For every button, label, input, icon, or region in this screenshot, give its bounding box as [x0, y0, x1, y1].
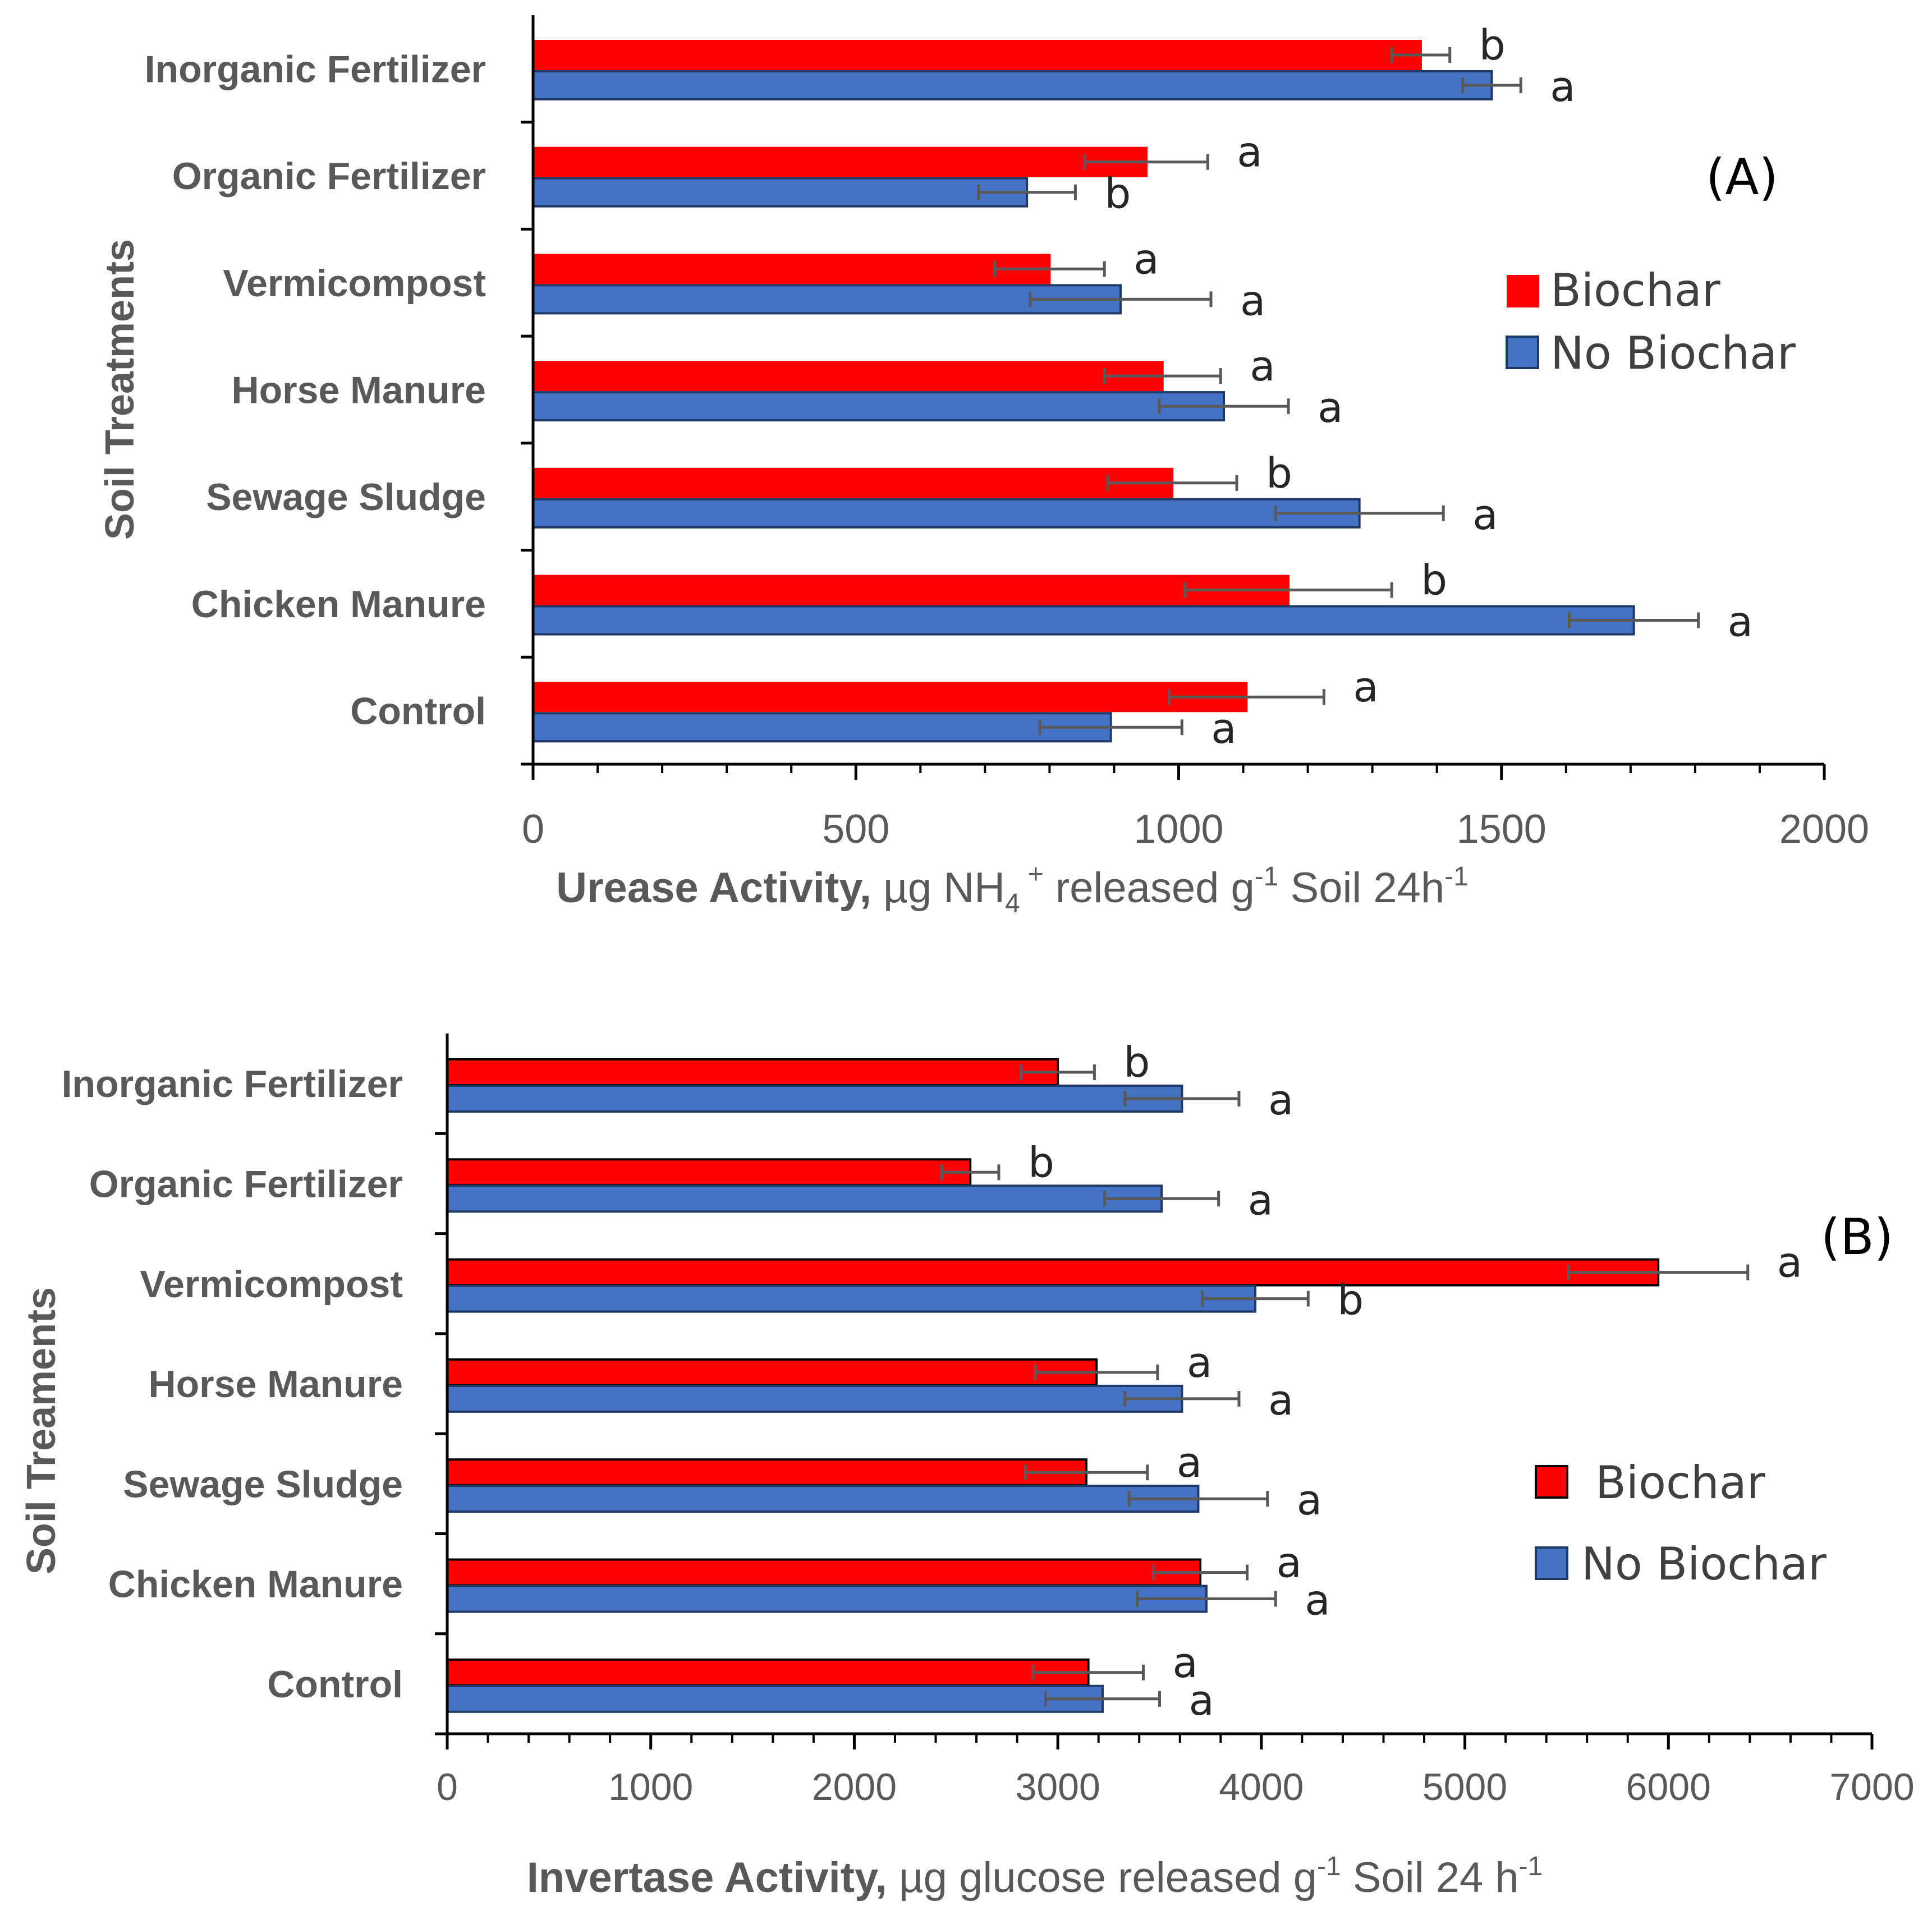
panel-b-x-tick-label: 2000	[812, 1766, 897, 1808]
panel-b-significance-letter: a	[1187, 1339, 1212, 1387]
panel-b-category-label: Vermicompost	[140, 1263, 403, 1306]
panel-b-category-label: Sewage Sludge	[123, 1463, 403, 1505]
panel-b-significance-letter: a	[1268, 1376, 1293, 1425]
panel-a-x-axis-title: Urease Activity, µg NH4+ released g-1 So…	[556, 860, 1468, 919]
panel-a-x-tick-label: 1000	[1133, 807, 1223, 852]
panel-a-category-label: Organic Fertilizer	[172, 155, 486, 198]
legend-a-biochar-swatch	[1507, 275, 1539, 307]
panel-a-bar-nobiochar	[532, 712, 1112, 743]
panel-a-bar-biochar	[532, 575, 1290, 605]
panel-a-x-tick-label: 2000	[1779, 807, 1869, 852]
panel-a-category-label: Horse Manure	[232, 369, 486, 411]
panel-a-x-tick-label: 0	[522, 807, 544, 852]
legend-a-nobiochar-swatch	[1506, 336, 1539, 369]
panel-a-significance-letter: a	[1550, 63, 1575, 111]
panel-b-x-tick-label: 1000	[608, 1766, 693, 1808]
panel-b-bar-nobiochar	[446, 1684, 1104, 1713]
panel-b-significance-letter: a	[1276, 1539, 1301, 1587]
panel-b-x-tick-label: 7000	[1829, 1766, 1914, 1808]
panel-b-category-label: Horse Manure	[149, 1363, 403, 1406]
panel-a-category-label: Sewage Sludge	[206, 476, 486, 518]
panel-a-x-tick-label: 500	[822, 807, 889, 852]
panel-a-significance-letter: b	[1104, 170, 1131, 218]
panel-a-bar-nobiochar	[532, 70, 1493, 100]
legend-a-biochar-label: Biochar	[1550, 264, 1720, 316]
panel-a-y-axis-title: Soil Treatments	[98, 239, 143, 540]
panel-b-significance-letter: a	[1248, 1176, 1273, 1224]
panel-b-significance-letter: a	[1177, 1439, 1202, 1487]
panel-b-x-tick-label: 3000	[1016, 1766, 1100, 1808]
panel-a-significance-letter: b	[1421, 557, 1447, 605]
panel-a-category-label: Vermicompost	[223, 262, 486, 305]
legend-b-nobiochar-label: No Biochar	[1581, 1538, 1827, 1590]
panel-b-bar-biochar	[446, 1358, 1098, 1386]
panel-a-bar-biochar	[532, 40, 1422, 70]
panel-b-category-label: Chicken Manure	[108, 1563, 403, 1606]
panel-b-significance-letter: a	[1189, 1677, 1214, 1725]
panel-a-bar-nobiochar	[532, 605, 1635, 636]
legend-b-biochar-swatch	[1535, 1465, 1568, 1499]
panel-b-category-label: Control	[267, 1663, 403, 1706]
panel-b-significance-letter: a	[1268, 1076, 1293, 1124]
panel-b-bar-biochar	[446, 1658, 1090, 1687]
panel-b-bar-nobiochar	[446, 1184, 1163, 1213]
panel-a-significance-letter: a	[1728, 598, 1753, 646]
panel-b-significance-letter: a	[1297, 1476, 1322, 1524]
panel-a-significance-letter: a	[1237, 128, 1262, 177]
panel-b-x-tick-label: 4000	[1219, 1766, 1304, 1808]
panel-b-bar-biochar	[446, 1058, 1059, 1086]
panel-b-bar-biochar	[446, 1458, 1087, 1487]
panel-a-bar-nobiochar	[532, 391, 1226, 422]
panel-a-significance-letter: a	[1353, 663, 1378, 711]
legend-b-nobiochar-swatch	[1535, 1546, 1568, 1580]
panel-a-significance-letter: a	[1240, 277, 1265, 325]
panel-b-x-tick-label: 0	[437, 1766, 458, 1808]
panel-b-category-label: Inorganic Fertilizer	[62, 1063, 403, 1105]
panel-a-significance-letter: b	[1479, 21, 1506, 70]
panel-b-significance-letter: b	[1337, 1276, 1364, 1325]
panel-b-significance-letter: a	[1777, 1239, 1802, 1287]
panel-b-x-tick-label: 5000	[1422, 1766, 1507, 1808]
panel-b-bar-nobiochar	[446, 1585, 1208, 1613]
panel-a-significance-letter: a	[1250, 342, 1275, 391]
panel-a-label: (A)	[1706, 148, 1778, 206]
panel-b-x-axis-title: Invertase Activity, µg glucose released …	[527, 1852, 1543, 1902]
panel-a-x-tick-label: 1500	[1457, 807, 1546, 852]
legend-a-nobiochar-label: No Biochar	[1550, 327, 1796, 379]
panel-a-bar-nobiochar	[532, 177, 1029, 208]
panel-b-bar-nobiochar	[446, 1485, 1200, 1513]
panel-a-bar-biochar	[532, 254, 1051, 284]
panel-a-bar-biochar	[532, 361, 1164, 392]
panel-b-significance-letter: a	[1172, 1639, 1197, 1687]
panel-b-y-axis-title: Soil Treaments	[19, 1287, 64, 1574]
panel-b-bar-biochar	[446, 1258, 1660, 1287]
panel-b-significance-letter: a	[1305, 1577, 1330, 1625]
panel-a-bar-biochar	[532, 146, 1148, 177]
panel-b-bar-biochar	[446, 1158, 972, 1187]
panel-b-label: (B)	[1821, 1208, 1893, 1266]
panel-b-significance-letter: b	[1028, 1138, 1054, 1187]
panel-a-bar-nobiochar	[532, 498, 1361, 529]
panel-a-category-label: Control	[350, 690, 486, 733]
panel-a-category-label: Inorganic Fertilizer	[145, 48, 486, 90]
panel-a-significance-letter: a	[1472, 491, 1498, 539]
panel-b-bar-nobiochar	[446, 1284, 1256, 1313]
panel-b-bar-biochar	[446, 1558, 1202, 1587]
panel-a-significance-letter: b	[1266, 449, 1292, 498]
panel-a-significance-letter: a	[1133, 235, 1159, 283]
panel-a-category-label: Chicken Manure	[191, 583, 486, 626]
panel-b-bar-nobiochar	[446, 1085, 1183, 1113]
panel-a-significance-letter: a	[1318, 384, 1343, 432]
panel-a-bar-biochar	[532, 467, 1173, 498]
panel-b-significance-letter: b	[1123, 1039, 1150, 1087]
panel-b-x-tick-label: 6000	[1626, 1766, 1711, 1808]
panel-a-bar-biochar	[532, 682, 1248, 713]
panel-a-significance-letter: a	[1211, 705, 1236, 753]
panel-b-category-label: Organic Fertilizer	[89, 1163, 403, 1205]
panel-b-bar-nobiochar	[446, 1384, 1183, 1413]
legend-b-biochar-label: Biochar	[1595, 1457, 1765, 1509]
